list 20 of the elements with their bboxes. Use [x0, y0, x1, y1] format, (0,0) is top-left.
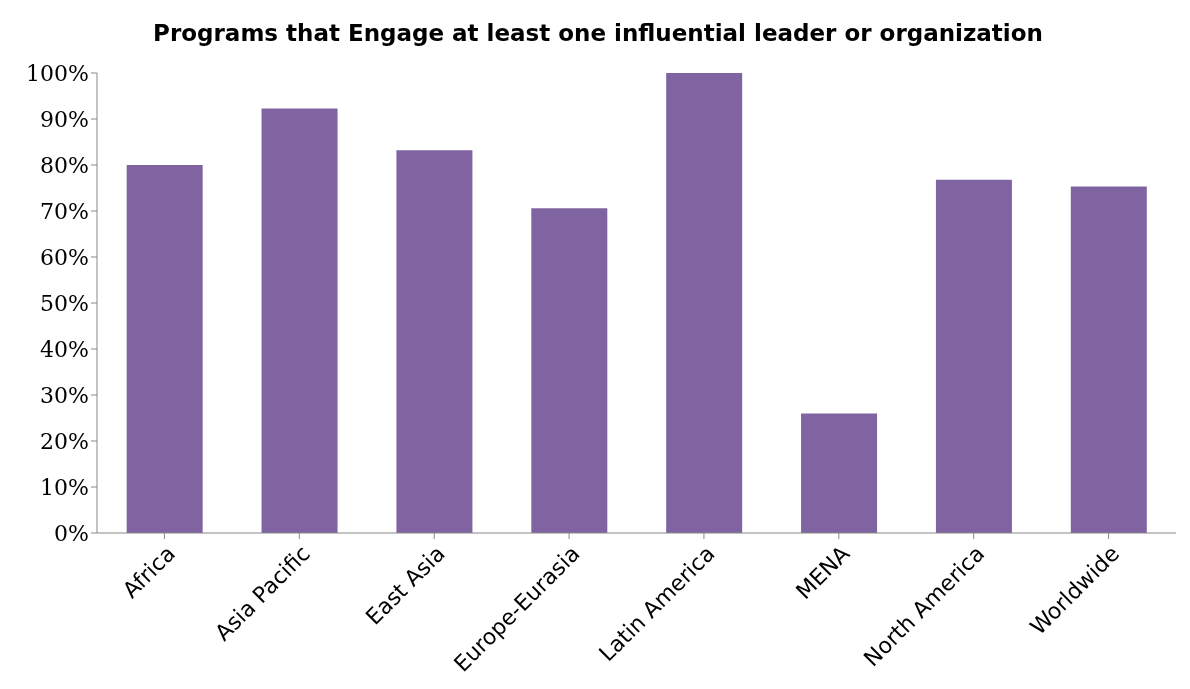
y-tick-label: 30% — [40, 382, 89, 408]
y-tick-label: 10% — [40, 474, 89, 500]
y-tick-label: 70% — [40, 198, 89, 224]
bar — [935, 179, 1012, 533]
y-tick-label: 100% — [26, 60, 89, 86]
chart-title: Programs that Engage at least one influential leader or organization — [152, 20, 1044, 46]
y-tick-label: 80% — [40, 152, 89, 178]
bar — [1070, 186, 1147, 533]
y-tick-label: 40% — [40, 336, 89, 362]
bar — [396, 150, 473, 533]
y-tick-label: 20% — [40, 428, 89, 454]
bar — [801, 413, 878, 533]
y-tick-label: 0% — [54, 520, 89, 546]
y-tick-label: 60% — [40, 244, 89, 270]
bar — [666, 73, 743, 533]
y-tick-label: 90% — [40, 106, 89, 132]
bar — [126, 165, 203, 533]
bar — [261, 108, 338, 533]
y-tick-label: 50% — [40, 290, 89, 316]
bar — [531, 208, 608, 533]
